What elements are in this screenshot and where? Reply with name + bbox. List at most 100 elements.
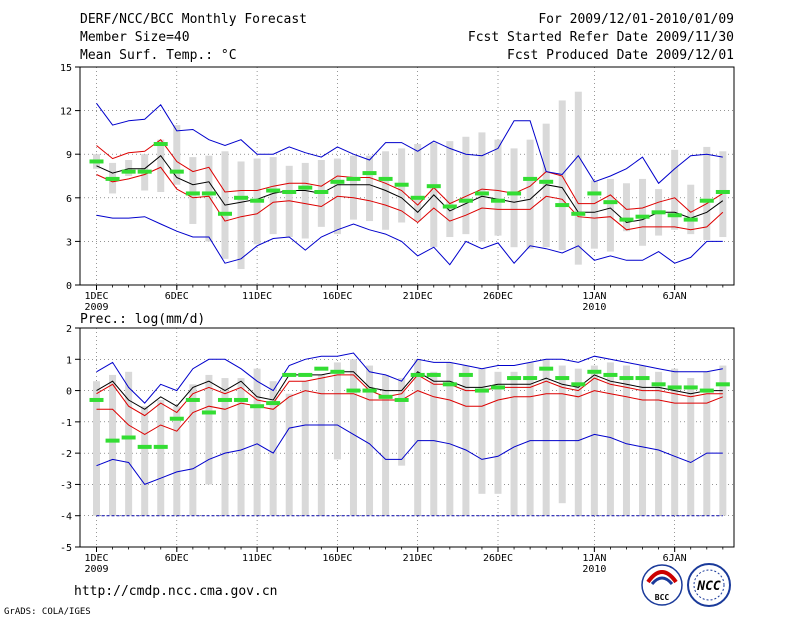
temp-obs-marker	[169, 169, 184, 174]
precip-obs-marker	[314, 366, 329, 371]
temp-ytick-label: 15	[60, 63, 72, 74]
ncc-logo-inner-ring	[693, 569, 725, 601]
precip-obs-marker	[523, 376, 538, 381]
precip-obs-marker	[619, 376, 634, 381]
temp-obs-marker	[651, 210, 666, 215]
precip-range-bar	[574, 368, 582, 516]
precip-range-bar	[430, 371, 438, 516]
precip-range-bar	[366, 365, 374, 516]
temp-obs-marker	[458, 198, 473, 203]
precip-range-bar	[671, 368, 679, 516]
temp-obs-marker	[137, 169, 152, 174]
precip-range-bar	[494, 371, 502, 494]
precip-obs-marker	[667, 385, 682, 390]
precip-ytick-label: -4	[60, 512, 72, 523]
temp-obs-marker	[410, 195, 425, 200]
precip-ytick-label: -5	[60, 543, 72, 554]
precip-obs-marker	[394, 397, 409, 402]
precip-obs-marker	[426, 372, 441, 377]
temp-range-bar	[494, 139, 502, 236]
precip-obs-marker	[507, 376, 522, 381]
temp-range-bar	[687, 184, 695, 235]
precip-obs-marker	[185, 397, 200, 402]
temp-range-bar	[269, 157, 277, 235]
temp-range-bar	[205, 155, 213, 242]
temp-obs-marker	[587, 191, 602, 196]
temp-obs-marker	[121, 169, 136, 174]
precip-ytick-label: -3	[60, 480, 72, 491]
precip-obs-marker	[298, 372, 313, 377]
precip-obs-marker	[330, 369, 345, 374]
temp-obs-marker	[715, 189, 730, 194]
precip-xtick-label: 1DEC	[84, 553, 108, 564]
precip-range-bar	[221, 378, 229, 516]
precip-obs-marker	[121, 435, 136, 440]
precip-obs-marker	[539, 366, 554, 371]
temp-obs-marker	[217, 211, 232, 216]
temp-obs-marker	[507, 191, 522, 196]
temp-range-bar	[671, 149, 679, 230]
precip-obs-marker	[715, 382, 730, 387]
temp-range-bar	[462, 136, 470, 235]
temp-range-bar	[366, 155, 374, 222]
precip-ytick-label: 2	[66, 324, 72, 335]
temp-xtick-label: 1JAN	[582, 291, 606, 302]
temp-lower-spread-line	[96, 166, 724, 231]
temp-obs-marker	[426, 184, 441, 189]
precip-ytick-label: -2	[60, 449, 72, 460]
temp-xtick-label: 16DEC	[322, 291, 352, 302]
temp-obs-marker	[89, 159, 104, 164]
source-url[interactable]: http://cmdp.ncc.cma.gov.cn	[74, 584, 278, 599]
temp-range-bar	[125, 160, 133, 176]
temp-obs-marker	[282, 189, 297, 194]
precip-obs-marker	[217, 397, 232, 402]
precip-range-bar	[590, 365, 598, 516]
temp-xtick-label: 11DEC	[242, 291, 272, 302]
precip-ytick-label: 0	[66, 387, 72, 398]
precip-obs-marker	[474, 388, 489, 393]
temp-range-bar	[574, 91, 582, 265]
precip-frame	[79, 327, 735, 548]
precip-obs-marker	[555, 376, 570, 381]
temp-range-bar	[285, 165, 293, 238]
temp-obs-marker	[603, 200, 618, 205]
precip-obs-marker	[571, 382, 586, 387]
precip-range-bar	[526, 362, 534, 516]
precip-obs-marker	[346, 388, 361, 393]
temp-obs-marker	[201, 191, 216, 196]
temp-upper-spread-line	[96, 139, 724, 213]
precip-range-bar	[253, 368, 261, 516]
precip-obs-marker	[105, 438, 120, 443]
temp-obs-marker	[330, 179, 345, 184]
temp-obs-marker	[683, 217, 698, 222]
precip-range-bar	[542, 359, 550, 516]
temp-obs-marker	[442, 204, 457, 209]
temp-obs-marker	[523, 176, 538, 181]
member-size-label: Member Size=40	[80, 30, 190, 45]
precip-range-bar	[125, 371, 133, 516]
precip-range-bar	[141, 406, 149, 516]
temp-obs-marker	[667, 213, 682, 218]
precip-obs-marker	[201, 410, 216, 415]
precip-obs-marker	[683, 385, 698, 390]
temp-obs-marker	[153, 142, 168, 147]
precip-range-bar	[349, 359, 357, 516]
precip-upper-spread-line	[96, 374, 723, 417]
precip-range-bar	[285, 393, 293, 516]
temp-obs-marker	[298, 185, 313, 190]
precip-range-bar	[317, 374, 325, 516]
precip-member-min-line	[96, 424, 723, 486]
temp-obs-marker	[266, 188, 281, 193]
temp-ytick-label: 3	[66, 237, 72, 248]
ncc-logo: NCC	[687, 563, 731, 607]
precip-obs-marker	[699, 388, 714, 393]
temp-ytick-label: 6	[66, 194, 72, 205]
precip-ytick-label: 1	[66, 355, 72, 366]
precip-obs-marker	[458, 372, 473, 377]
precip-member-max-line	[96, 352, 723, 404]
temp-range-bar	[349, 155, 357, 220]
temp-obs-marker	[571, 211, 586, 216]
precip-ytick-label: -1	[60, 418, 72, 429]
